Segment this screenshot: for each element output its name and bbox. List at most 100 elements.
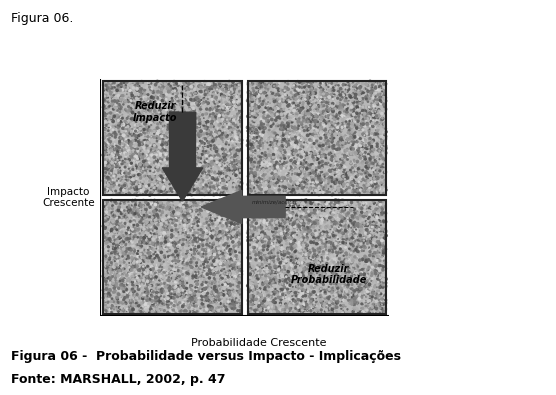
Point xyxy=(116,209,125,215)
Point xyxy=(143,139,152,145)
Point xyxy=(155,111,164,117)
Point xyxy=(253,159,262,166)
Point xyxy=(147,288,156,294)
Point xyxy=(272,226,281,232)
Point xyxy=(145,245,154,251)
Point xyxy=(171,235,180,241)
Point xyxy=(130,191,138,198)
Point xyxy=(365,122,374,129)
Point xyxy=(375,290,384,296)
Point xyxy=(223,155,232,162)
Point xyxy=(165,188,173,194)
Point xyxy=(254,108,262,114)
Point xyxy=(183,240,192,246)
Point xyxy=(268,79,277,86)
Point xyxy=(113,275,122,281)
Point xyxy=(325,286,334,293)
Point xyxy=(140,246,148,252)
Point xyxy=(100,273,108,279)
Point xyxy=(294,271,303,278)
Point xyxy=(191,233,200,239)
Point xyxy=(321,252,330,258)
Point xyxy=(166,86,175,92)
Point xyxy=(257,178,266,184)
Point xyxy=(184,213,193,220)
Point xyxy=(101,106,110,112)
Point xyxy=(246,307,255,314)
Point xyxy=(370,187,379,193)
Point xyxy=(236,89,245,96)
Point xyxy=(140,90,148,96)
Point xyxy=(152,226,161,232)
Point xyxy=(269,159,278,166)
Point xyxy=(340,148,349,154)
Point xyxy=(158,143,167,149)
Point xyxy=(158,290,167,296)
Point xyxy=(300,151,309,157)
Point xyxy=(189,80,198,86)
Point xyxy=(135,205,143,211)
Point xyxy=(344,113,353,120)
Point xyxy=(128,298,137,305)
Point xyxy=(161,191,170,197)
Point xyxy=(185,81,193,87)
Point xyxy=(357,224,366,230)
Point xyxy=(104,116,113,122)
Point xyxy=(173,134,182,140)
Point xyxy=(188,228,197,234)
Point xyxy=(134,303,143,309)
Point xyxy=(304,98,313,104)
Point xyxy=(329,94,338,100)
Point xyxy=(326,128,335,135)
Point xyxy=(355,285,364,292)
Point xyxy=(288,150,297,156)
Point xyxy=(191,283,200,290)
Point xyxy=(169,153,178,159)
Point xyxy=(216,79,225,85)
Point xyxy=(323,267,332,273)
Point xyxy=(137,187,146,194)
Point xyxy=(371,310,380,316)
Point xyxy=(116,118,125,124)
Point xyxy=(155,241,164,247)
Point xyxy=(103,253,112,259)
Point xyxy=(245,275,254,281)
Point xyxy=(286,127,295,133)
Point xyxy=(193,211,202,217)
Point xyxy=(214,230,223,237)
Point xyxy=(264,119,273,125)
Point xyxy=(265,108,274,114)
Point xyxy=(273,141,282,147)
Point xyxy=(168,309,177,316)
Point xyxy=(125,263,134,269)
Point xyxy=(319,213,328,219)
Point xyxy=(314,260,323,266)
Point xyxy=(198,151,207,157)
Point xyxy=(296,308,305,315)
Point xyxy=(212,107,221,114)
Point xyxy=(356,212,365,218)
Point xyxy=(172,215,181,221)
Text: minimize/aceitar: minimize/aceitar xyxy=(252,199,298,205)
Point xyxy=(305,271,314,278)
Point xyxy=(254,153,263,159)
Point xyxy=(297,263,306,269)
Point xyxy=(181,98,190,105)
Point xyxy=(225,78,234,85)
Point xyxy=(373,239,382,245)
Point xyxy=(249,271,257,278)
Point xyxy=(103,167,112,173)
Point xyxy=(354,110,363,116)
Point xyxy=(358,160,367,166)
Point xyxy=(261,253,270,260)
Point xyxy=(224,176,232,182)
Point xyxy=(256,240,265,246)
Point xyxy=(103,188,112,194)
Point xyxy=(349,183,358,189)
Point xyxy=(192,248,201,254)
Point xyxy=(361,164,370,170)
Point xyxy=(310,237,319,244)
Point xyxy=(112,263,121,270)
Point xyxy=(112,178,121,184)
Point xyxy=(352,179,361,186)
